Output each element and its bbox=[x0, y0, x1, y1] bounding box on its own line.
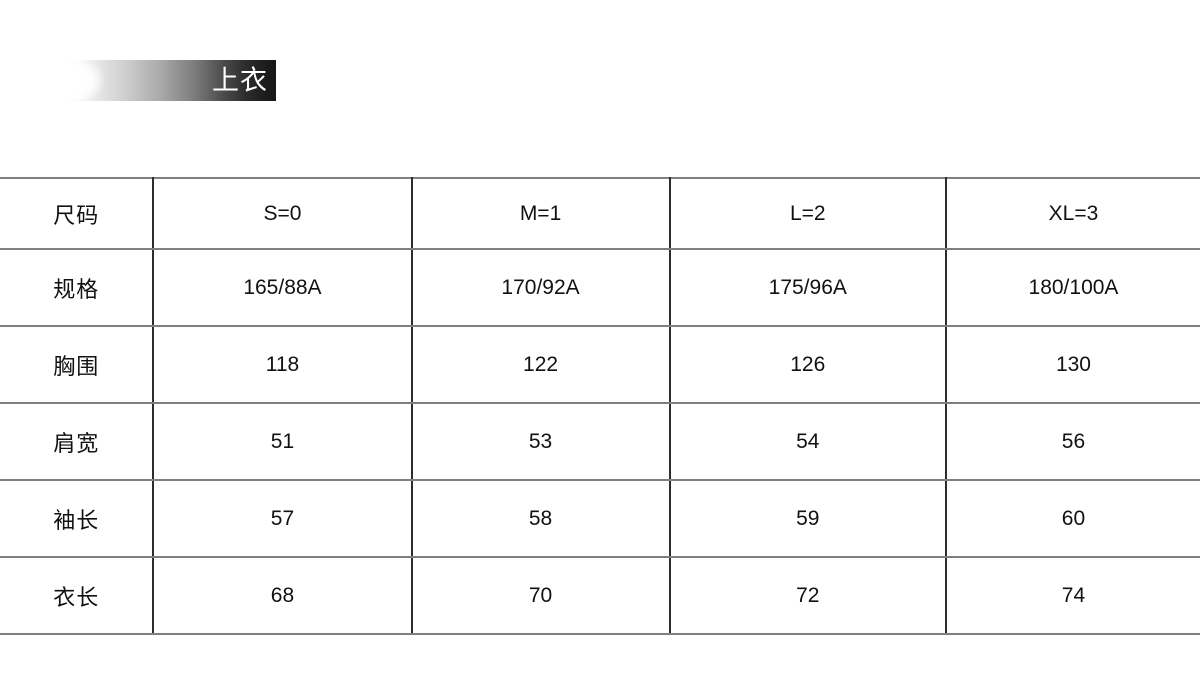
table-row: 尺码 S=0 M=1 L=2 XL=3 bbox=[0, 177, 1200, 250]
cell-length-s: 68 bbox=[153, 556, 413, 635]
section-title: 上衣 bbox=[212, 65, 268, 96]
cell-bust-l: 126 bbox=[669, 325, 947, 404]
cell-shoulder-l: 54 bbox=[669, 402, 947, 481]
banner-gradient-bar bbox=[60, 60, 276, 101]
cell-sleeve-xl: 60 bbox=[945, 479, 1200, 558]
size-chart-table: 尺码 S=0 M=1 L=2 XL=3 规格 165/88A 170/92A 1… bbox=[0, 177, 1200, 635]
cell-shoulder-s: 51 bbox=[153, 402, 413, 481]
cell-size-m: M=1 bbox=[411, 177, 671, 250]
cell-shoulder-xl: 56 bbox=[945, 402, 1200, 481]
table-row: 衣长 68 70 72 74 bbox=[0, 556, 1200, 635]
cell-spec-m: 170/92A bbox=[411, 248, 671, 327]
cell-sleeve-l: 59 bbox=[669, 479, 947, 558]
table-row: 肩宽 51 53 54 56 bbox=[0, 402, 1200, 481]
cell-sleeve-s: 57 bbox=[153, 479, 413, 558]
table-row: 胸围 118 122 126 130 bbox=[0, 325, 1200, 404]
row-label-size: 尺码 bbox=[0, 177, 155, 250]
cell-spec-xl: 180/100A bbox=[945, 248, 1200, 327]
row-label-length: 衣长 bbox=[0, 556, 155, 635]
cell-sleeve-m: 58 bbox=[411, 479, 671, 558]
cell-length-xl: 74 bbox=[945, 556, 1200, 635]
cell-spec-s: 165/88A bbox=[153, 248, 413, 327]
cell-size-l: L=2 bbox=[669, 177, 947, 250]
row-label-bust: 胸围 bbox=[0, 325, 155, 404]
section-banner: 上衣 bbox=[60, 60, 276, 101]
row-label-shoulder: 肩宽 bbox=[0, 402, 155, 481]
row-label-spec: 规格 bbox=[0, 248, 155, 327]
cell-length-m: 70 bbox=[411, 556, 671, 635]
cell-size-s: S=0 bbox=[153, 177, 413, 250]
cell-bust-xl: 130 bbox=[945, 325, 1200, 404]
cell-length-l: 72 bbox=[669, 556, 947, 635]
cell-size-xl: XL=3 bbox=[945, 177, 1200, 250]
size-chart-body: 尺码 S=0 M=1 L=2 XL=3 规格 165/88A 170/92A 1… bbox=[0, 177, 1200, 635]
cell-spec-l: 175/96A bbox=[669, 248, 947, 327]
cell-bust-s: 118 bbox=[153, 325, 413, 404]
cell-shoulder-m: 53 bbox=[411, 402, 671, 481]
cell-bust-m: 122 bbox=[411, 325, 671, 404]
table-row: 袖长 57 58 59 60 bbox=[0, 479, 1200, 558]
table-row: 规格 165/88A 170/92A 175/96A 180/100A bbox=[0, 248, 1200, 327]
row-label-sleeve: 袖长 bbox=[0, 479, 155, 558]
